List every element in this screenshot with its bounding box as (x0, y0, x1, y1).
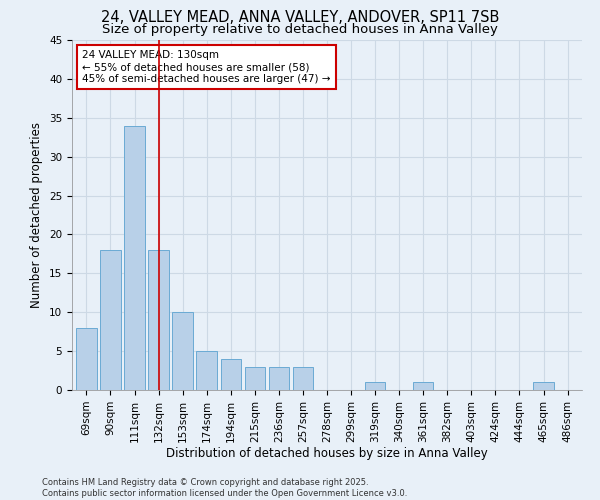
Text: Size of property relative to detached houses in Anna Valley: Size of property relative to detached ho… (102, 22, 498, 36)
Text: Contains HM Land Registry data © Crown copyright and database right 2025.
Contai: Contains HM Land Registry data © Crown c… (42, 478, 407, 498)
Bar (172, 312, 193, 390)
Text: 24 VALLEY MEAD: 130sqm
← 55% of detached houses are smaller (58)
45% of semi-det: 24 VALLEY MEAD: 130sqm ← 55% of detached… (82, 50, 331, 84)
Bar (100, 250, 121, 390)
Bar (413, 382, 433, 390)
Bar (269, 366, 289, 390)
Bar (293, 366, 313, 390)
Y-axis label: Number of detached properties: Number of detached properties (31, 122, 43, 308)
Bar (365, 382, 385, 390)
Bar (124, 126, 145, 390)
Bar (196, 351, 217, 390)
Bar (221, 359, 241, 390)
Bar (245, 366, 265, 390)
Bar (533, 382, 554, 390)
Bar (76, 328, 97, 390)
X-axis label: Distribution of detached houses by size in Anna Valley: Distribution of detached houses by size … (166, 448, 488, 460)
Bar (148, 250, 169, 390)
Text: 24, VALLEY MEAD, ANNA VALLEY, ANDOVER, SP11 7SB: 24, VALLEY MEAD, ANNA VALLEY, ANDOVER, S… (101, 10, 499, 25)
